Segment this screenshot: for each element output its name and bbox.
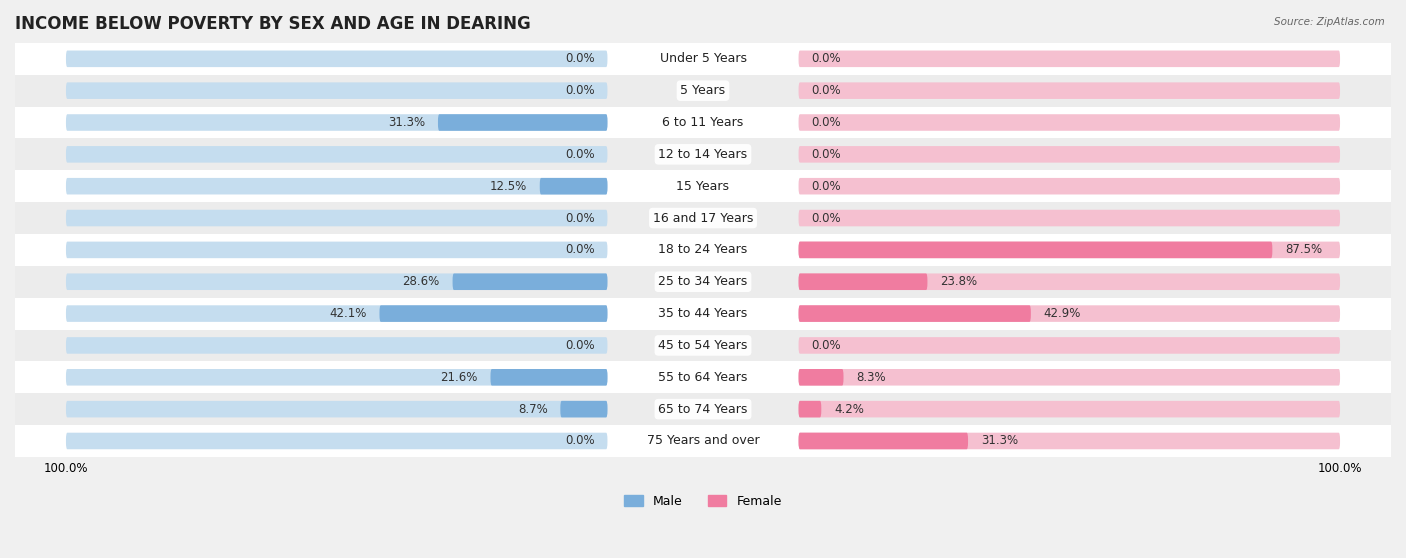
FancyBboxPatch shape: [799, 273, 1340, 290]
FancyBboxPatch shape: [799, 146, 1340, 162]
FancyBboxPatch shape: [66, 83, 607, 99]
Text: 15 Years: 15 Years: [676, 180, 730, 193]
FancyBboxPatch shape: [799, 210, 1340, 227]
FancyBboxPatch shape: [66, 114, 607, 131]
FancyBboxPatch shape: [66, 369, 607, 386]
FancyBboxPatch shape: [66, 210, 607, 227]
Text: 42.9%: 42.9%: [1043, 307, 1081, 320]
Bar: [15, 170, 1391, 202]
Text: 45 to 54 Years: 45 to 54 Years: [658, 339, 748, 352]
FancyBboxPatch shape: [799, 432, 1340, 449]
Bar: [15, 297, 1391, 330]
FancyBboxPatch shape: [561, 401, 607, 417]
Text: 0.0%: 0.0%: [565, 52, 595, 65]
Legend: Male, Female: Male, Female: [619, 490, 787, 513]
Text: 28.6%: 28.6%: [402, 275, 440, 288]
FancyBboxPatch shape: [66, 242, 607, 258]
FancyBboxPatch shape: [380, 305, 607, 322]
FancyBboxPatch shape: [799, 242, 1340, 258]
Bar: [15, 107, 1391, 138]
Text: 6 to 11 Years: 6 to 11 Years: [662, 116, 744, 129]
Text: 65 to 74 Years: 65 to 74 Years: [658, 403, 748, 416]
FancyBboxPatch shape: [540, 178, 607, 195]
Bar: [15, 266, 1391, 297]
Bar: [15, 330, 1391, 362]
Bar: [15, 425, 1391, 457]
FancyBboxPatch shape: [66, 178, 607, 195]
FancyBboxPatch shape: [799, 273, 928, 290]
Text: 5 Years: 5 Years: [681, 84, 725, 97]
Text: 87.5%: 87.5%: [1285, 243, 1322, 256]
FancyBboxPatch shape: [66, 51, 607, 67]
FancyBboxPatch shape: [799, 242, 1272, 258]
FancyBboxPatch shape: [66, 273, 607, 290]
FancyBboxPatch shape: [799, 83, 1340, 99]
Text: Under 5 Years: Under 5 Years: [659, 52, 747, 65]
Text: 0.0%: 0.0%: [565, 84, 595, 97]
FancyBboxPatch shape: [799, 401, 1340, 417]
Bar: [15, 138, 1391, 170]
Bar: [15, 393, 1391, 425]
Text: 35 to 44 Years: 35 to 44 Years: [658, 307, 748, 320]
FancyBboxPatch shape: [66, 146, 607, 162]
FancyBboxPatch shape: [799, 305, 1340, 322]
Text: 0.0%: 0.0%: [811, 339, 841, 352]
Text: 12 to 14 Years: 12 to 14 Years: [658, 148, 748, 161]
Text: 0.0%: 0.0%: [811, 211, 841, 224]
Text: 31.3%: 31.3%: [388, 116, 425, 129]
Text: 4.2%: 4.2%: [834, 403, 863, 416]
Text: 31.3%: 31.3%: [981, 435, 1018, 448]
Text: 16 and 17 Years: 16 and 17 Years: [652, 211, 754, 224]
Bar: [15, 202, 1391, 234]
Bar: [15, 43, 1391, 75]
Text: 42.1%: 42.1%: [329, 307, 367, 320]
Text: 8.3%: 8.3%: [856, 371, 886, 384]
Text: 0.0%: 0.0%: [565, 148, 595, 161]
Text: 75 Years and over: 75 Years and over: [647, 435, 759, 448]
Text: INCOME BELOW POVERTY BY SEX AND AGE IN DEARING: INCOME BELOW POVERTY BY SEX AND AGE IN D…: [15, 15, 530, 33]
FancyBboxPatch shape: [799, 178, 1340, 195]
FancyBboxPatch shape: [453, 273, 607, 290]
FancyBboxPatch shape: [799, 51, 1340, 67]
FancyBboxPatch shape: [799, 369, 844, 386]
Text: 12.5%: 12.5%: [489, 180, 527, 193]
FancyBboxPatch shape: [66, 337, 607, 354]
Text: 25 to 34 Years: 25 to 34 Years: [658, 275, 748, 288]
Text: 21.6%: 21.6%: [440, 371, 478, 384]
Bar: [15, 234, 1391, 266]
FancyBboxPatch shape: [799, 305, 1031, 322]
Text: 0.0%: 0.0%: [565, 211, 595, 224]
Text: 0.0%: 0.0%: [565, 435, 595, 448]
Text: 0.0%: 0.0%: [811, 116, 841, 129]
Text: 0.0%: 0.0%: [565, 243, 595, 256]
Bar: [15, 362, 1391, 393]
Text: 0.0%: 0.0%: [811, 148, 841, 161]
FancyBboxPatch shape: [437, 114, 607, 131]
Text: 55 to 64 Years: 55 to 64 Years: [658, 371, 748, 384]
FancyBboxPatch shape: [66, 401, 607, 417]
FancyBboxPatch shape: [799, 114, 1340, 131]
Text: Source: ZipAtlas.com: Source: ZipAtlas.com: [1274, 17, 1385, 27]
Text: 0.0%: 0.0%: [811, 52, 841, 65]
FancyBboxPatch shape: [66, 305, 607, 322]
FancyBboxPatch shape: [66, 432, 607, 449]
FancyBboxPatch shape: [799, 432, 969, 449]
Text: 0.0%: 0.0%: [565, 339, 595, 352]
FancyBboxPatch shape: [799, 337, 1340, 354]
FancyBboxPatch shape: [799, 369, 1340, 386]
FancyBboxPatch shape: [491, 369, 607, 386]
Text: 0.0%: 0.0%: [811, 84, 841, 97]
Text: 0.0%: 0.0%: [811, 180, 841, 193]
Text: 8.7%: 8.7%: [517, 403, 547, 416]
FancyBboxPatch shape: [799, 401, 821, 417]
Text: 23.8%: 23.8%: [941, 275, 977, 288]
Bar: [15, 75, 1391, 107]
Text: 18 to 24 Years: 18 to 24 Years: [658, 243, 748, 256]
